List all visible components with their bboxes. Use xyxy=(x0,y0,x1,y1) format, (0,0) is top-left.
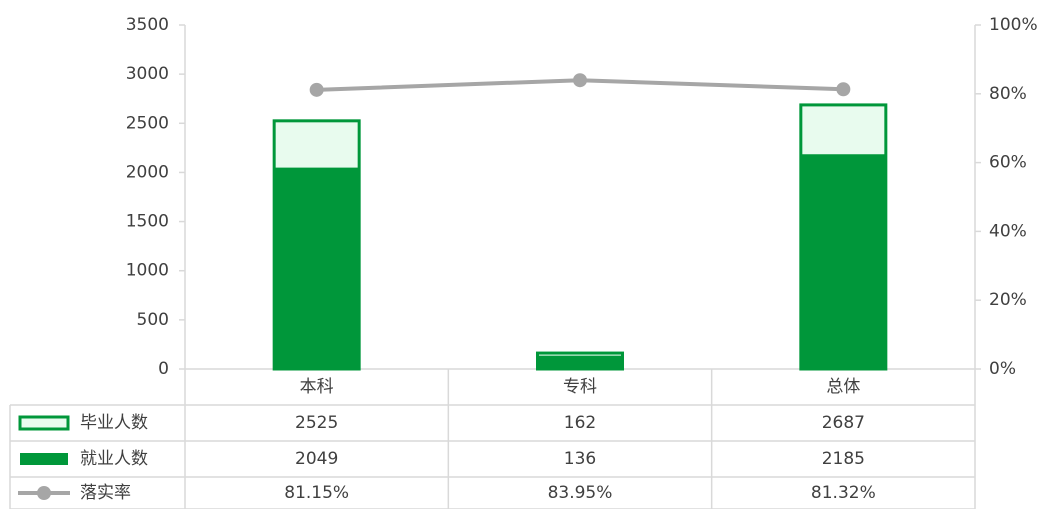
x-tick-label: 总体 xyxy=(826,377,860,397)
rate-point xyxy=(836,82,851,97)
table-value: 83.95% xyxy=(548,483,613,503)
y-tick-label: 2500 xyxy=(126,113,169,133)
table-value: 136 xyxy=(564,449,596,469)
y-tick-label: 500 xyxy=(137,310,169,330)
table-value: 2687 xyxy=(822,413,865,433)
legend-label: 就业人数 xyxy=(80,449,148,469)
y2-tick-label: 20% xyxy=(989,290,1027,310)
legend-key xyxy=(20,453,68,465)
table-value: 2049 xyxy=(295,449,338,469)
y-tick-label: 2000 xyxy=(126,162,169,182)
x-tick-label: 本科 xyxy=(300,377,334,397)
y-tick-label: 3500 xyxy=(126,15,169,35)
table-value: 81.15% xyxy=(284,483,349,503)
y-tick-label: 1000 xyxy=(126,261,169,281)
y-tick-label: 1500 xyxy=(126,212,169,232)
rate-point xyxy=(309,82,324,97)
bar xyxy=(800,154,886,369)
table-value: 2185 xyxy=(822,449,865,469)
y2-tick-label: 0% xyxy=(989,359,1016,379)
y-tick-label: 0 xyxy=(158,359,169,379)
y-tick-label: 3000 xyxy=(126,64,169,84)
y2-tick-label: 80% xyxy=(989,84,1027,104)
legend-label: 落实率 xyxy=(80,483,131,503)
y2-tick-label: 100% xyxy=(989,15,1038,35)
table-value: 162 xyxy=(564,413,596,433)
bar xyxy=(274,167,360,369)
y2-tick-label: 60% xyxy=(989,153,1027,173)
legend-key xyxy=(18,415,70,431)
bar xyxy=(537,355,623,369)
rate-point xyxy=(573,73,587,88)
x-tick-label: 专科 xyxy=(563,377,597,397)
legend-key xyxy=(37,486,51,500)
table-value: 81.32% xyxy=(811,483,876,503)
table-value: 2525 xyxy=(295,413,338,433)
legend-label: 毕业人数 xyxy=(80,413,148,433)
y2-tick-label: 40% xyxy=(989,221,1027,241)
